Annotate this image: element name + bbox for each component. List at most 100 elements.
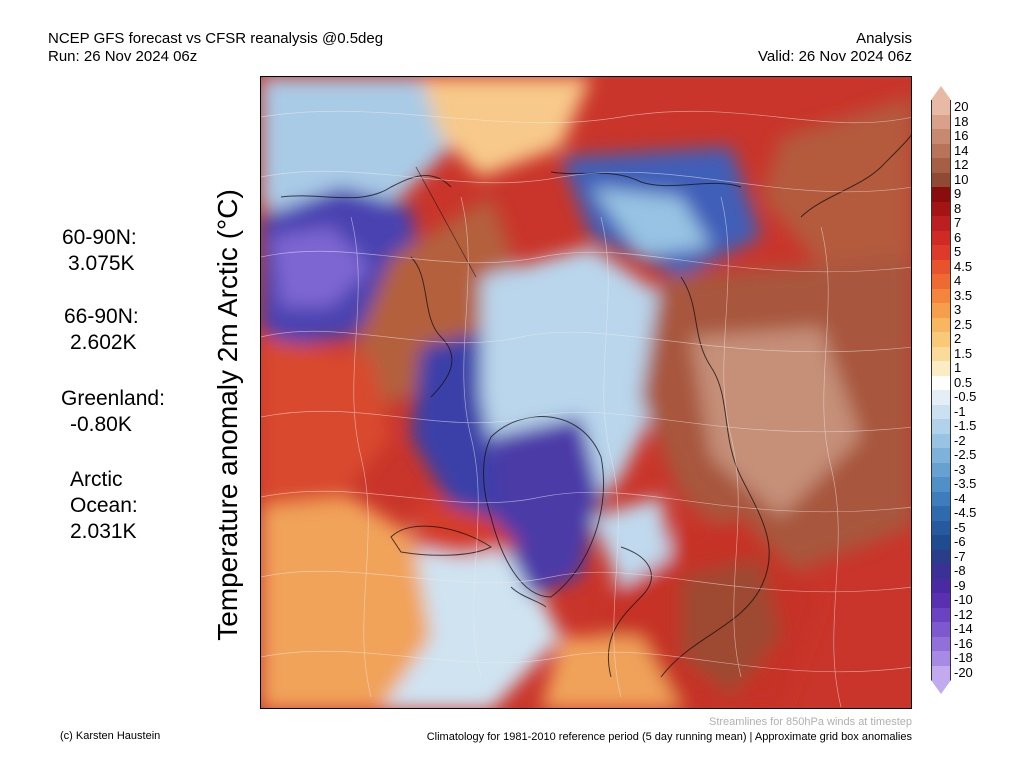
anomaly-region-russia-warm-core [691, 327, 861, 517]
colorbar-tick-label: -7 [954, 548, 966, 564]
colorbar-cell [931, 187, 951, 202]
anomaly-region-europe-warm [681, 557, 781, 697]
anomaly-region-north-atlantic-mild [261, 497, 451, 708]
colorbar-tick-label: -20 [954, 664, 973, 680]
wind-streamlines [261, 110, 911, 708]
anomaly-region-western-north-america-warm [261, 337, 391, 507]
analysis-label: Analysis [856, 30, 912, 47]
colorbar-cell [931, 433, 951, 449]
colorbar-tick-label: -16 [954, 635, 973, 651]
colorbar-tick-label: 3 [954, 302, 962, 318]
colorbar-cell [931, 462, 951, 478]
colorbar-cell [931, 129, 951, 144]
anomaly-region-north-pacific-warm [421, 77, 591, 177]
stat-60-90n: 60-90N: 3.075K [62, 225, 137, 277]
colorbar-tick-label: 4 [954, 273, 962, 289]
stat-arctic-ocean: Arctic Ocean: 2.031K [70, 467, 138, 545]
colorbar-tick-label: 1 [954, 360, 962, 376]
colorbar-cell [931, 274, 951, 289]
colorbar-cell [931, 535, 951, 550]
colorbar-tick-label: 2.5 [954, 316, 973, 332]
colorbar-cell [931, 622, 951, 637]
colorbar-tick-label: 5 [954, 244, 962, 260]
colorbar-cell [931, 143, 951, 159]
colorbar-tick-label: 9 [954, 186, 962, 202]
colorbar-tick-label: 6 [954, 229, 962, 245]
colorbar-cell [931, 448, 951, 463]
anomaly-region-east-siberia-mild [591, 187, 711, 257]
colorbar-cell [931, 506, 951, 521]
colorbar-tick-label: 7 [954, 215, 962, 231]
colorbar-cell [931, 549, 951, 565]
stat-greenland: Greenland: -0.80K [61, 386, 165, 438]
colorbar-cell [931, 593, 951, 608]
colorbar-cell [931, 651, 951, 666]
stat-value: -0.80K [70, 413, 132, 436]
streamline-note: Streamlines for 850hPa winds at timestep [709, 716, 912, 728]
colorbar-tick-label: 3.5 [954, 287, 973, 303]
header-right: Analysis Valid: 26 Nov 2024 06z [758, 30, 912, 66]
colorbar-cell [931, 390, 951, 405]
anomaly-region-greenland-coast-warm [411, 497, 521, 557]
run-time: Run: 26 Nov 2024 06z [48, 48, 198, 65]
colorbar-cell [931, 317, 951, 333]
colorbar-tick-label: 14 [954, 142, 969, 158]
colorbar-cell [931, 491, 951, 507]
colorbar-cell [931, 100, 951, 115]
colorbar-cell [931, 361, 951, 376]
colorbar-tick-label: -2.5 [954, 447, 977, 463]
colorbar-cell [931, 216, 951, 231]
climatology-note: Climatology for 1981-2010 reference peri… [426, 731, 912, 743]
colorbar-tick-label: -9 [954, 577, 966, 593]
stat-label: Greenland: [61, 387, 165, 410]
colorbar-cell [931, 419, 951, 434]
colorbar-tick-label: -1 [954, 403, 966, 419]
colorbar-cell [931, 346, 951, 362]
colorbar-tick-label: 2 [954, 331, 962, 347]
colorbar-tick-label: 12 [954, 157, 969, 173]
stat-value: 2.031K [70, 520, 137, 543]
credit: (c) Karsten Haustein [60, 730, 161, 742]
colorbar-tick-label: -8 [954, 563, 966, 579]
coastlines [280, 134, 911, 678]
colorbar-cell [931, 158, 951, 173]
anomaly-region-russia-far-east-warm [761, 97, 911, 267]
colorbar-tick-label: 18 [954, 113, 969, 129]
colorbar-tick-label: 10 [954, 171, 969, 187]
colorbar-cell [931, 636, 951, 652]
colorbar-cell [931, 332, 951, 347]
stat-label: Arctic [70, 468, 123, 491]
stat-label: 66-90N: [64, 305, 139, 328]
colorbar-tick-label: -3 [954, 461, 966, 477]
colorbar-cell [931, 665, 951, 681]
colorbar-tick-label: -3.5 [954, 476, 977, 492]
colorbar-cell [931, 404, 951, 420]
colorbar-tick-label: -1.5 [954, 418, 977, 434]
colorbar-cell [931, 259, 951, 275]
colorbar-cell [931, 375, 951, 391]
colorbar-tick-label: -4.5 [954, 505, 977, 521]
anomaly-region-canada-warm [351, 197, 521, 407]
y-axis-title: Temperature anomaly 2m Arctic (°C) [212, 189, 243, 641]
colorbar-cell [931, 288, 951, 304]
colorbar-tick-label: 4.5 [954, 258, 973, 274]
map-title: NCEP GFS forecast vs CFSR reanalysis @0.… [48, 30, 384, 47]
colorbar-cell [931, 578, 951, 594]
colorbar-cell [931, 245, 951, 260]
colorbar-tick-label: -12 [954, 606, 973, 622]
colorbar-cell [931, 172, 951, 188]
colorbar-tick-label: -14 [954, 621, 973, 637]
anomaly-map [260, 76, 912, 709]
stat-66-90n: 66-90N: 2.602K [64, 304, 139, 356]
colorbar-tick-label: 1.5 [954, 345, 973, 361]
stat-value: 2.602K [70, 331, 137, 354]
colorbar-cell [931, 303, 951, 318]
colorbar-cell [931, 114, 951, 130]
colorbar-max-arrow [931, 86, 951, 100]
colorbar-tick-label: 20 [954, 99, 969, 115]
colorbar-cell [931, 230, 951, 246]
stat-label-2: Ocean: [70, 494, 138, 517]
colorbar-min-arrow [931, 680, 951, 694]
colorbar-cell [931, 607, 951, 623]
anomaly-region-atlantic-cool [382, 527, 561, 708]
